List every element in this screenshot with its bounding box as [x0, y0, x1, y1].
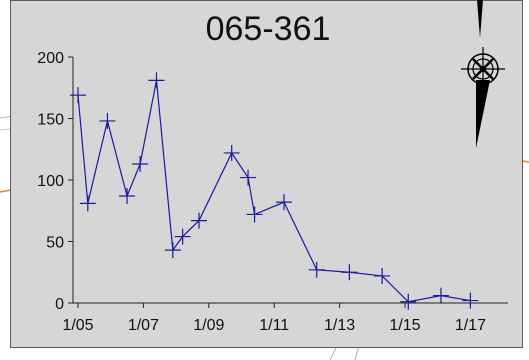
y-tick-label: 0 — [55, 296, 64, 313]
data-point — [70, 87, 86, 104]
data-point — [79, 195, 96, 212]
data-point — [374, 267, 391, 284]
x-tick-label: 1/13 — [324, 317, 355, 334]
compass-rose-icon — [461, 47, 505, 91]
data-point — [462, 292, 479, 309]
data-point — [223, 144, 240, 161]
north-arrow-icon — [476, 0, 490, 148]
data-point — [308, 261, 325, 278]
x-tick-label: 1/09 — [193, 317, 224, 334]
data-point — [432, 287, 449, 304]
series-line — [77, 80, 471, 303]
data-point — [190, 212, 207, 229]
y-tick-label: 200 — [37, 50, 64, 67]
series-markers — [70, 72, 479, 310]
x-tick-label: 1/17 — [455, 317, 486, 334]
data-point — [132, 156, 149, 173]
data-point — [341, 264, 358, 281]
data-point — [119, 187, 136, 204]
x-tick-label: 1/11 — [259, 317, 289, 334]
data-point — [246, 206, 263, 223]
data-point — [400, 293, 417, 310]
y-tick-label: 50 — [46, 235, 64, 252]
y-tick-label: 100 — [37, 173, 64, 190]
data-point — [99, 112, 116, 129]
data-point — [174, 228, 191, 245]
data-point — [240, 169, 257, 186]
x-tick-label: 1/07 — [128, 317, 159, 334]
chart-axes — [72, 57, 508, 304]
data-point — [164, 242, 181, 259]
data-point — [276, 194, 293, 211]
chart-title: 065-361 — [206, 10, 331, 48]
map-inset-panel — [10, 0, 523, 348]
y-tick-label: 150 — [37, 112, 64, 129]
x-tick-label: 1/05 — [62, 317, 93, 334]
x-tick-label: 1/15 — [389, 317, 420, 334]
x-ticks: 1/05 1/07 1/09 1/11 1/13 1/15 1/17 — [62, 303, 486, 334]
data-point — [148, 72, 165, 89]
y-ticks: 0 50 100 150 200 — [37, 50, 73, 313]
